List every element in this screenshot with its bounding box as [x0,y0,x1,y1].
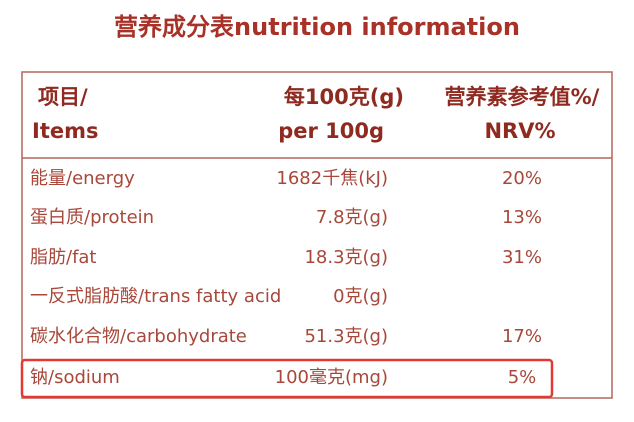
title: 营养成分表nutrition information [114,13,520,41]
table-cell: 20% [502,168,542,189]
table-cell: 13% [502,207,542,228]
table-cell: 1682千焦(kJ) [276,168,388,189]
header-cell: 营养素参考值%/ [445,85,600,109]
table-cell: 脂肪/fat [30,247,97,268]
table-cell: 31% [502,247,542,268]
table-cell: 5% [508,367,537,388]
table-cell: 100毫克(mg) [275,367,388,388]
table-body: 能量/energy 1682千焦(kJ) 20% 蛋白质/protein 7.8克(g)… [30,168,542,388]
header-cell: NRV% [484,119,555,143]
table-cell: 蛋白质/protein [30,207,154,228]
table-cell: 一反式脂肪酸/trans fatty acid [30,286,281,307]
table-cell: 17% [502,326,542,347]
table-cell: 钠/sodium [30,367,120,388]
table-cell: 18.3克(g) [304,247,388,268]
table-cell: 0克(g) [333,286,388,307]
highlight-box [20,358,554,399]
header-cell: 项目/ [38,85,88,109]
header-cell: Items [32,119,98,143]
table-cell: 7.8克(g) [316,207,388,228]
header-cell: per 100g [278,119,384,143]
header-cell: 每100克(g) [284,85,404,109]
table-cell: 51.3克(g) [304,326,388,347]
table-cell: 碳水化合物/carbohydrate [30,326,247,347]
table-cell: 能量/energy [30,168,135,189]
